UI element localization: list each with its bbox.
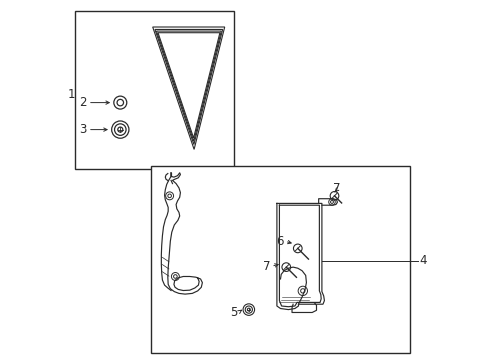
Text: 7: 7 bbox=[332, 183, 340, 195]
Text: 7: 7 bbox=[263, 260, 270, 273]
Bar bbox=[75, 11, 233, 169]
Bar bbox=[151, 166, 409, 353]
Text: 1: 1 bbox=[67, 88, 75, 101]
Text: 5: 5 bbox=[229, 306, 237, 319]
Text: 4: 4 bbox=[418, 255, 426, 267]
Text: 2: 2 bbox=[79, 96, 87, 109]
Text: 3: 3 bbox=[79, 123, 87, 136]
Text: 6: 6 bbox=[276, 235, 284, 248]
